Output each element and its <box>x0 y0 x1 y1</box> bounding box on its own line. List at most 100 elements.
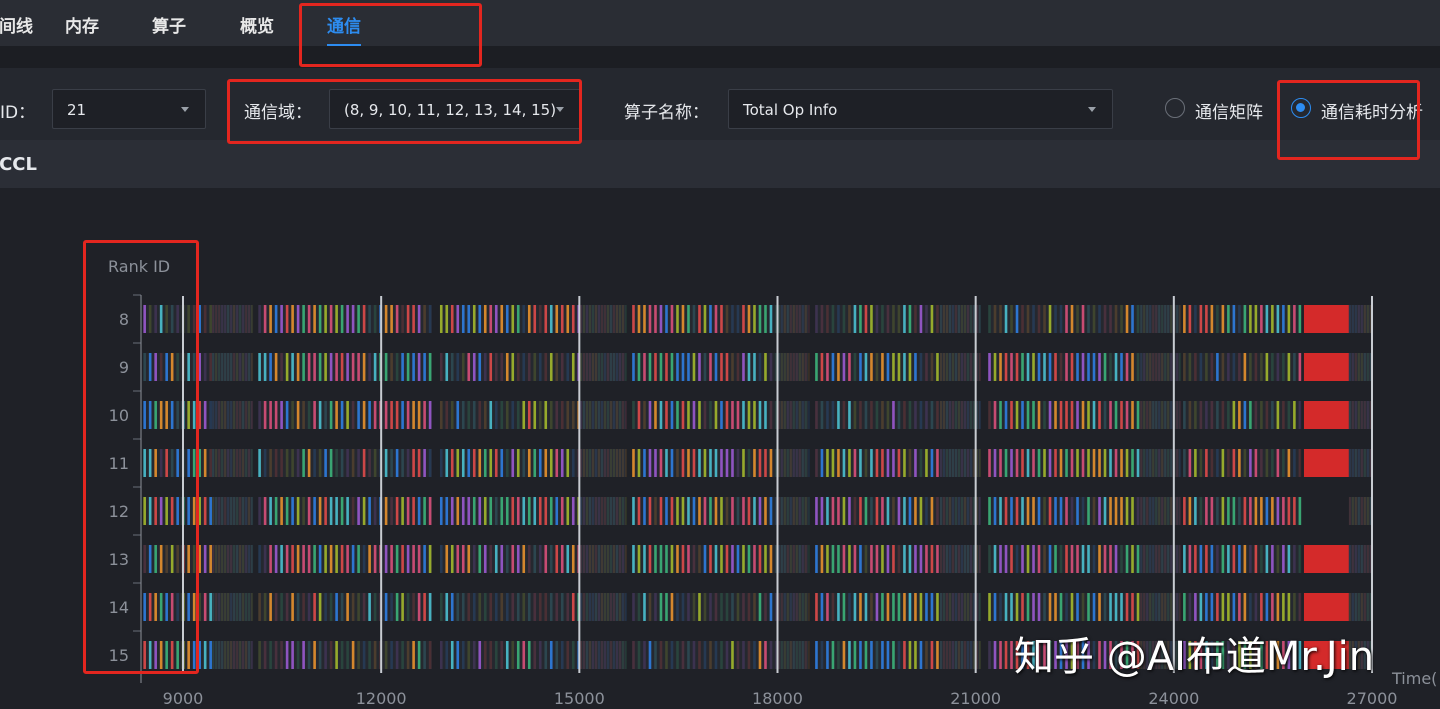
op-bar[interactable] <box>340 353 344 381</box>
op-bar[interactable] <box>1043 497 1046 525</box>
op-bar[interactable] <box>687 593 690 621</box>
op-bar[interactable] <box>903 593 906 621</box>
op-bar[interactable] <box>1232 497 1236 525</box>
op-bar[interactable] <box>1366 545 1369 573</box>
op-bar[interactable] <box>585 449 588 477</box>
op-bar[interactable] <box>170 545 174 573</box>
op-bar[interactable] <box>489 497 493 525</box>
op-bar[interactable] <box>318 593 322 621</box>
op-bar[interactable] <box>224 545 227 573</box>
op-bar[interactable] <box>1287 305 1291 333</box>
op-bar[interactable] <box>221 449 224 477</box>
op-bar[interactable] <box>954 305 957 333</box>
op-bar[interactable] <box>954 641 957 669</box>
op-bar[interactable] <box>1227 593 1230 621</box>
op-bar[interactable] <box>585 593 588 621</box>
op-bar[interactable] <box>445 401 449 429</box>
op-bar[interactable] <box>362 353 366 381</box>
op-bar[interactable] <box>594 449 597 477</box>
op-bar[interactable] <box>945 353 948 381</box>
op-bar[interactable] <box>624 593 627 621</box>
op-bar[interactable] <box>1152 497 1155 525</box>
op-bar[interactable] <box>1276 353 1280 381</box>
op-bar[interactable] <box>1015 401 1019 429</box>
op-bar[interactable] <box>624 401 627 429</box>
op-bar[interactable] <box>783 593 786 621</box>
op-bar[interactable] <box>236 641 239 669</box>
op-bar[interactable] <box>612 353 615 381</box>
op-bar[interactable] <box>919 353 923 381</box>
op-bar[interactable] <box>966 305 969 333</box>
op-bar[interactable] <box>1114 353 1118 381</box>
op-bar[interactable] <box>1265 593 1269 621</box>
tab-overview[interactable]: 概览 <box>240 17 274 37</box>
op-bar[interactable] <box>1360 305 1363 333</box>
op-bar[interactable] <box>606 641 609 669</box>
op-bar[interactable] <box>648 545 652 573</box>
op-bar[interactable] <box>472 353 476 381</box>
op-bar[interactable] <box>1146 449 1149 477</box>
op-bar[interactable] <box>1164 641 1167 669</box>
op-bar[interactable] <box>302 497 305 525</box>
op-bar[interactable] <box>1098 353 1101 381</box>
op-bar[interactable] <box>579 305 582 333</box>
op-bar[interactable] <box>1363 593 1366 621</box>
op-bar[interactable] <box>461 305 465 333</box>
op-bar[interactable] <box>1146 497 1149 525</box>
op-bar[interactable] <box>648 449 652 477</box>
op-bar[interactable] <box>1146 353 1149 381</box>
op-bar[interactable] <box>1131 305 1134 333</box>
op-bar[interactable] <box>925 305 928 333</box>
op-bar[interactable] <box>335 497 338 525</box>
op-bar[interactable] <box>848 449 851 477</box>
op-bar[interactable] <box>198 401 201 429</box>
op-bar[interactable] <box>753 449 756 477</box>
op-bar[interactable] <box>1158 593 1161 621</box>
op-bar[interactable] <box>930 497 934 525</box>
op-bar[interactable] <box>224 401 227 429</box>
op-bar[interactable] <box>897 353 901 381</box>
op-bar[interactable] <box>274 401 278 429</box>
op-bar[interactable] <box>215 449 218 477</box>
op-bar[interactable] <box>1065 545 1068 573</box>
op-bar[interactable] <box>1136 449 1140 477</box>
op-bar[interactable] <box>942 353 945 381</box>
op-bar[interactable] <box>148 641 152 669</box>
op-bar[interactable] <box>606 545 609 573</box>
op-bar[interactable] <box>624 545 627 573</box>
op-bar[interactable] <box>831 545 835 573</box>
op-bar[interactable] <box>1260 497 1263 525</box>
op-bar[interactable] <box>1354 641 1357 669</box>
op-bar[interactable] <box>340 449 344 477</box>
op-bar[interactable] <box>698 593 701 621</box>
op-bar[interactable] <box>842 449 846 477</box>
op-bar[interactable] <box>417 593 421 621</box>
op-bar[interactable] <box>792 497 795 525</box>
op-bar[interactable] <box>731 449 734 477</box>
op-bar[interactable] <box>615 545 618 573</box>
op-bar[interactable] <box>467 545 471 573</box>
op-bar[interactable] <box>736 449 740 477</box>
op-bar[interactable] <box>467 497 471 525</box>
op-bar[interactable] <box>1114 401 1118 429</box>
op-bar[interactable] <box>224 305 227 333</box>
op-bar[interactable] <box>1276 305 1280 333</box>
op-bar[interactable] <box>582 593 585 621</box>
op-bar[interactable] <box>192 641 196 669</box>
op-bar[interactable] <box>1021 641 1024 669</box>
op-bar[interactable] <box>313 449 316 477</box>
op-bar[interactable] <box>346 353 349 381</box>
op-bar[interactable] <box>192 353 196 381</box>
op-bar[interactable] <box>187 545 190 573</box>
op-bar[interactable] <box>221 593 224 621</box>
op-bar[interactable] <box>1183 545 1186 573</box>
op-bar[interactable] <box>725 353 729 381</box>
op-bar[interactable] <box>245 593 248 621</box>
op-bar[interactable] <box>346 449 349 477</box>
op-bar[interactable] <box>445 593 449 621</box>
op-bar[interactable] <box>804 545 807 573</box>
op-bar[interactable] <box>1298 497 1302 525</box>
op-bar[interactable] <box>340 497 344 525</box>
op-bar[interactable] <box>165 641 168 669</box>
op-bar[interactable] <box>233 353 236 381</box>
